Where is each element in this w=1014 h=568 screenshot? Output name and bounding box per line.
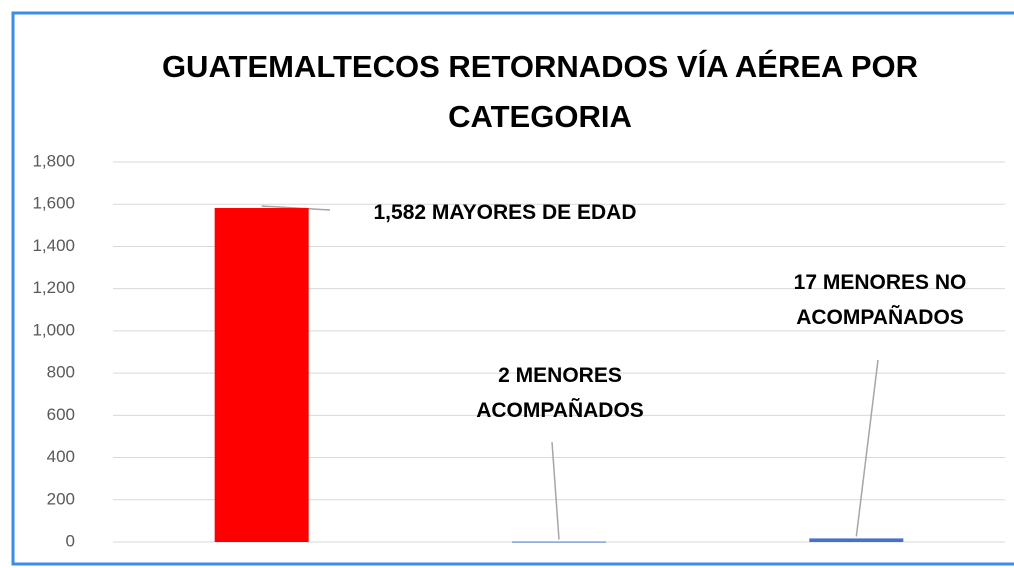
y-tick-label: 200	[47, 489, 75, 508]
y-tick-label: 1,000	[32, 320, 75, 339]
y-tick-label: 1,800	[32, 151, 75, 170]
bar	[512, 541, 606, 543]
data-label: 17 MENORES NO ACOMPAÑADOS	[793, 271, 967, 329]
y-tick-label: 400	[47, 447, 75, 466]
y-tick-label: 1,200	[32, 278, 75, 297]
frame	[11, 11, 1014, 566]
y-tick-label: 800	[47, 363, 75, 382]
data-label: 2 MENORES ACOMPAÑADOS	[476, 364, 644, 422]
leader-line	[551, 441, 560, 540]
chart-title: GUATEMALTECOS RETORNADOS VÍA AÉREA POR C…	[161, 49, 919, 134]
y-tick-label: 600	[47, 405, 75, 424]
y-tick-label: 1,400	[32, 236, 75, 255]
bar	[214, 208, 309, 542]
bar	[809, 538, 904, 542]
data-label: 1,582 MAYORES DE EDAD	[373, 201, 637, 224]
y-tick-label: 1,600	[32, 194, 75, 213]
leader-line	[261, 205, 331, 211]
y-tick-label: 0	[66, 531, 75, 550]
leader-line	[855, 359, 879, 537]
